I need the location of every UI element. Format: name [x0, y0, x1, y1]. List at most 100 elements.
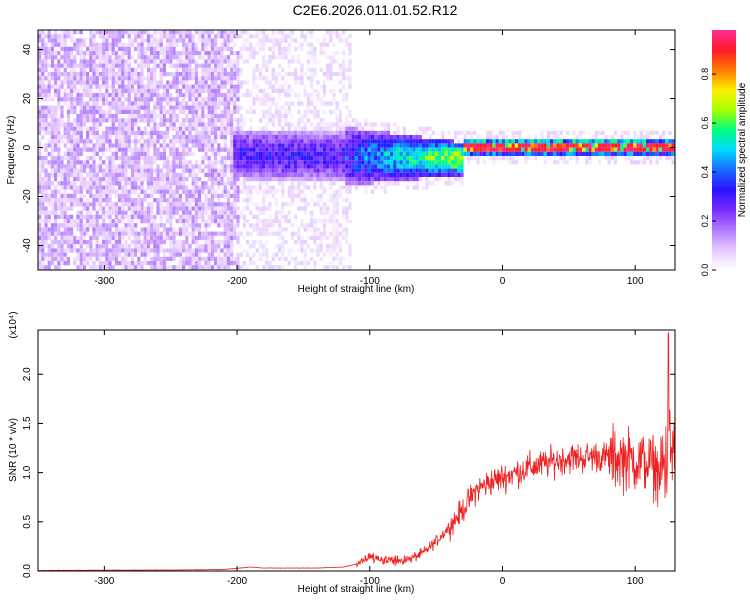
spectrogram-cell: [70, 235, 74, 240]
spectrogram-cell: [322, 160, 326, 165]
spectrogram-cell: [239, 189, 243, 194]
spectrogram-cell: [239, 55, 243, 60]
spectrogram-cell: [191, 265, 195, 270]
spectrogram-cell: [204, 80, 208, 85]
spectrogram-cell: [73, 235, 77, 240]
spectrogram-cell: [47, 261, 51, 266]
spectrogram-cell: [143, 240, 147, 245]
spectrogram-cell: [54, 227, 58, 232]
spectrogram-cell: [290, 248, 294, 253]
spectrogram-cell: [578, 147, 582, 152]
spectrogram-cell: [319, 151, 323, 156]
spectrogram-cell: [201, 202, 205, 207]
spectrogram-cell: [335, 51, 339, 56]
spectrogram-cell: [92, 101, 96, 106]
spectrogram-cell: [134, 38, 138, 43]
spectrogram-cell: [175, 252, 179, 257]
spectrogram-cell: [172, 164, 176, 169]
spectrogram-cell: [210, 97, 214, 102]
spectrogram-cell: [476, 143, 480, 148]
spectrogram-cell: [204, 172, 208, 177]
spectrogram-cell: [50, 193, 54, 198]
spectrogram-cell: [140, 30, 144, 35]
spectrogram-cell: [262, 139, 266, 144]
spectrogram-cell: [169, 143, 173, 148]
spectrogram-cell: [406, 151, 410, 156]
spectrogram-cell: [297, 122, 301, 127]
spectrogram-cell: [108, 160, 112, 165]
spectrogram-cell: [201, 143, 205, 148]
spectrogram-cell: [367, 164, 371, 169]
spectrogram-cell: [182, 172, 186, 177]
spectrogram-cell: [386, 156, 390, 161]
spectrogram-cell: [412, 172, 416, 177]
spectrogram-cell: [204, 151, 208, 156]
spectrogram-cell: [249, 151, 253, 156]
spectrogram-cell: [495, 151, 499, 156]
spectrogram-cell: [169, 223, 173, 228]
spectrogram-cell: [322, 51, 326, 56]
spectrogram-cell: [70, 97, 74, 102]
spectrogram-cell: [86, 147, 90, 152]
spectrogram-cell: [598, 139, 602, 144]
spectrogram-cell: [191, 88, 195, 93]
spectrogram-cell: [345, 93, 349, 98]
spectrogram-cell: [121, 214, 125, 219]
spectrogram-cell: [92, 252, 96, 257]
spectrogram-cell: [278, 63, 282, 68]
spectrogram-cell: [185, 185, 189, 190]
spectrogram-cell: [175, 177, 179, 182]
spectrogram-cell: [252, 51, 256, 56]
spectrogram-cell: [572, 147, 576, 152]
spectrogram-cell: [146, 122, 150, 127]
spectrogram-cell: [377, 160, 381, 165]
spectrogram-cell: [124, 42, 128, 47]
spectrogram-cell: [188, 172, 192, 177]
spectrogram-cell: [162, 34, 166, 39]
spectrogram-cell: [230, 261, 234, 266]
spectrogram-cell: [153, 177, 157, 182]
spectrogram-cell: [444, 147, 448, 152]
spectrogram-cell: [50, 55, 54, 60]
spectrogram-cell: [191, 252, 195, 257]
spectrogram-cell: [492, 156, 496, 161]
spectrogram-cell: [70, 168, 74, 173]
spectrogram-cell: [287, 261, 291, 266]
spectrogram-cell: [537, 139, 541, 144]
spectrogram-cell: [300, 235, 304, 240]
spectrogram-cell: [313, 240, 317, 245]
spectrogram-cell: [550, 139, 554, 144]
spectrogram-cell: [57, 252, 61, 257]
spectrogram-cell: [162, 164, 166, 169]
spectrogram-cell: [361, 126, 365, 131]
spectrogram-cell: [518, 151, 522, 156]
spectrogram-cell: [233, 67, 237, 72]
spectrogram-cell: [265, 189, 269, 194]
spectrogram-cell: [130, 227, 134, 232]
spectrogram-cell: [258, 181, 262, 186]
spectrogram-cell: [140, 210, 144, 215]
spectrogram-cell: [278, 160, 282, 165]
spectrogram-cell: [143, 139, 147, 144]
spectrogram-cell: [236, 122, 240, 127]
spectrogram-cell: [274, 30, 278, 35]
spectrogram-cell: [73, 139, 77, 144]
spectrogram-cell: [118, 248, 122, 253]
spectrogram-cell: [92, 34, 96, 39]
spectrogram-cell: [127, 72, 131, 77]
spectrogram-cell: [121, 198, 125, 203]
spectrogram-cell: [150, 164, 154, 169]
spectrogram-cell: [332, 240, 336, 245]
spectrogram-cell: [172, 252, 176, 257]
spectrogram-cell: [265, 172, 269, 177]
spectrogram-cell: [194, 101, 198, 106]
spectrogram-cell: [121, 244, 125, 249]
spectrogram-cell: [332, 151, 336, 156]
spectrogram-cell: [217, 181, 221, 186]
spectrogram-cell: [281, 34, 285, 39]
spectrogram-cell: [63, 227, 67, 232]
spectrogram-cell: [194, 139, 198, 144]
spectrogram-cell: [105, 126, 109, 131]
spectrogram-cell: [146, 219, 150, 224]
spectrogram-cell: [217, 177, 221, 182]
